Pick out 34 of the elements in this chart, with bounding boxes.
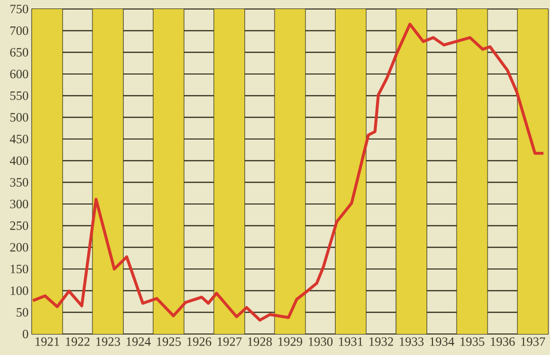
x-tick-label: 1936 (490, 337, 515, 346)
y-tick-label: 500 (10, 113, 28, 122)
x-tick-label: 1930 (308, 337, 333, 346)
x-tick-label: 1926 (187, 337, 212, 346)
x-tick-label: 1933 (400, 337, 424, 346)
x-tick-label: 1921 (36, 337, 60, 346)
y-tick-label: 450 (10, 134, 28, 144)
y-tick-label: 650 (10, 48, 28, 57)
line-series (32, 22, 545, 322)
y-tick-label: 350 (10, 178, 28, 187)
y-tick-label: 300 (10, 200, 28, 208)
y-tick-label: 200 (10, 243, 28, 252)
y-tick-label: 600 (10, 70, 28, 78)
y-tick-label: 150 (10, 264, 28, 274)
x-tick-label: 1931 (339, 337, 363, 346)
x-tick-label: 1937 (521, 337, 546, 346)
y-tick-label: 400 (10, 156, 28, 165)
x-tick-label: 1925 (157, 337, 181, 346)
x-tick-label: 1934 (430, 337, 454, 346)
y-tick-label: 550 (10, 91, 28, 100)
x-tick-label: 1929 (278, 337, 302, 346)
x-tick-label: 1924 (126, 337, 151, 346)
x-tick-label: 1922 (66, 337, 90, 346)
x-tick-label: 1928 (248, 337, 272, 346)
y-tick-label: 700 (10, 26, 28, 35)
x-tick-label: 1927 (218, 337, 242, 346)
x-tick-label: 1923 (96, 337, 120, 346)
y-tick-label: 750 (10, 4, 28, 14)
x-tick-label: 1935 (460, 337, 484, 346)
y-tick-label: 0 (22, 330, 28, 338)
y-tick-label: 100 (10, 286, 28, 295)
x-tick-label: 1932 (370, 337, 394, 346)
y-tick-label: 250 (10, 221, 28, 230)
y-tick-label: 50 (16, 308, 28, 317)
